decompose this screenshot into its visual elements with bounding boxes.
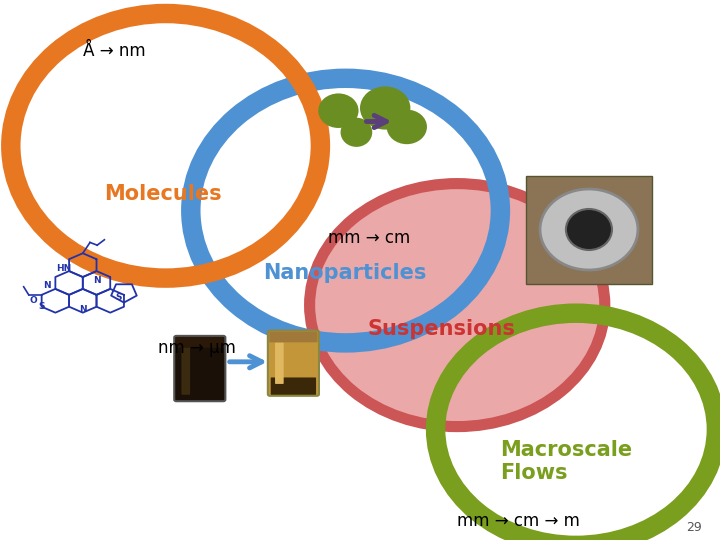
Text: Macroscale
Flows: Macroscale Flows <box>500 440 633 483</box>
FancyBboxPatch shape <box>275 342 284 384</box>
Ellipse shape <box>566 209 612 250</box>
Ellipse shape <box>360 86 410 130</box>
FancyBboxPatch shape <box>268 330 319 396</box>
Text: Nanoparticles: Nanoparticles <box>263 262 426 283</box>
FancyBboxPatch shape <box>526 176 652 284</box>
Ellipse shape <box>341 118 372 147</box>
Text: mm → cm: mm → cm <box>328 228 410 247</box>
FancyBboxPatch shape <box>181 342 190 395</box>
Text: S: S <box>38 302 45 311</box>
FancyBboxPatch shape <box>271 377 316 395</box>
Ellipse shape <box>540 189 638 270</box>
FancyBboxPatch shape <box>269 332 318 342</box>
Text: mm → cm → m: mm → cm → m <box>457 512 580 530</box>
FancyBboxPatch shape <box>174 336 225 401</box>
Ellipse shape <box>318 93 359 128</box>
Text: Suspensions: Suspensions <box>367 319 515 340</box>
Text: N: N <box>79 305 86 314</box>
FancyBboxPatch shape <box>176 337 224 348</box>
Text: HN: HN <box>56 264 71 273</box>
Text: O: O <box>30 296 37 305</box>
Text: N: N <box>93 276 100 285</box>
Ellipse shape <box>310 184 605 427</box>
Text: S: S <box>115 293 122 302</box>
Text: 29: 29 <box>686 521 702 534</box>
Text: N: N <box>43 281 51 290</box>
Text: Å → nm: Å → nm <box>83 42 145 60</box>
Text: nm → μm: nm → μm <box>158 339 236 357</box>
Ellipse shape <box>387 110 427 144</box>
Text: Molecules: Molecules <box>104 184 222 205</box>
